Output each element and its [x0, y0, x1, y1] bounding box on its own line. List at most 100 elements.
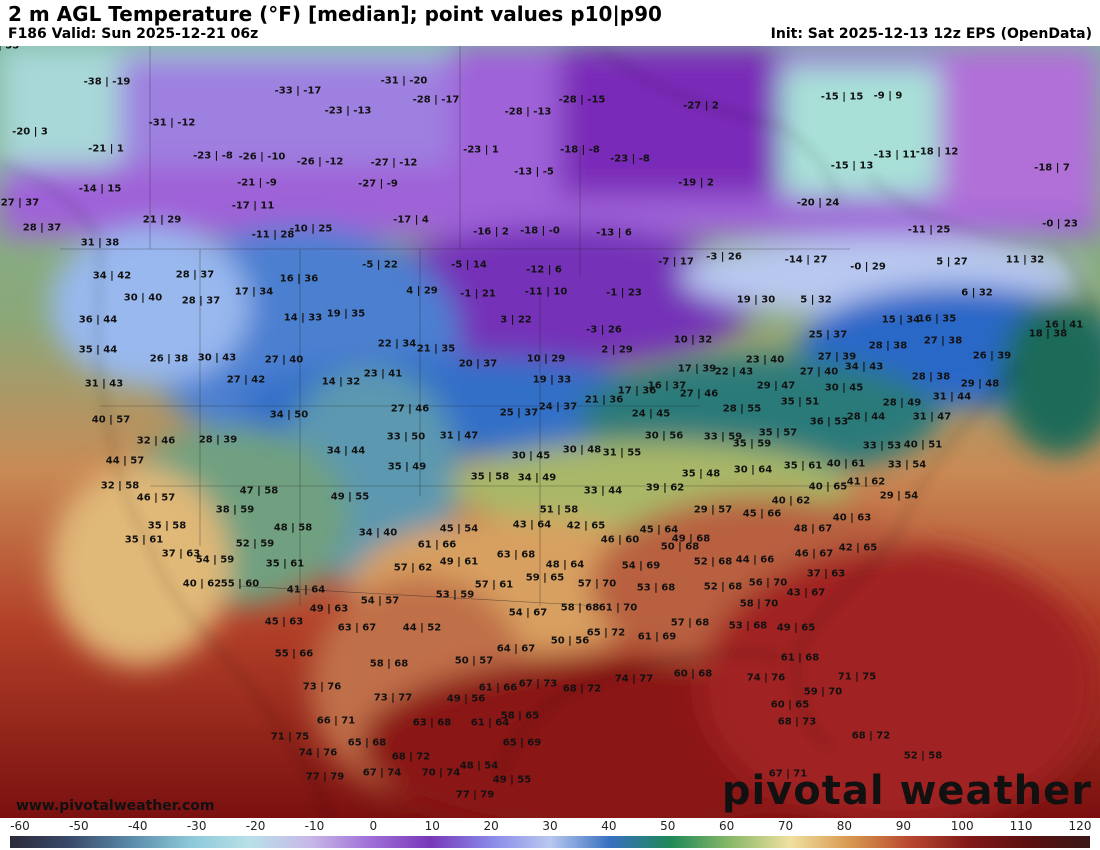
temperature-map: -38 | -19 -33 | -17 -31 | -20 -28 | -17 -23 …: [0, 46, 1100, 818]
point-value-label: -18 | 12: [915, 146, 959, 158]
point-value-label: 14 | 33: [283, 312, 323, 324]
point-value-label: 74 | 77: [614, 673, 654, 685]
point-value-label: 49 | 63: [309, 603, 349, 615]
point-value-label: 49 | 68: [671, 533, 711, 545]
point-value-label: 50 | 57: [454, 655, 494, 667]
point-value-label: -23 | -8: [610, 153, 650, 165]
point-value-label: 52 | 59: [235, 538, 275, 550]
colorbar-tick-label: 10: [424, 819, 440, 833]
point-value-label: -28 | -15: [558, 94, 606, 106]
point-value-label: 52 | 68: [693, 556, 733, 568]
point-value-label: 29 | 57: [693, 504, 733, 516]
point-value-label: 59 | 70: [803, 686, 843, 698]
point-value-label: 30 | 48: [562, 444, 602, 456]
point-value-label: 37 | 63: [161, 548, 201, 560]
point-value-label: 55 | 66: [274, 648, 314, 660]
point-value-label: 31 | 55: [602, 447, 642, 459]
point-value-label: 28 | 39: [198, 434, 238, 446]
colorbar-tick-label: 40: [601, 819, 617, 833]
point-value-label: 16 | 35: [917, 313, 957, 325]
point-value-label: 58 | 68: [369, 658, 409, 670]
point-value-label: 27 | 46: [390, 403, 430, 415]
point-value-label: 29 | 47: [756, 380, 796, 392]
point-value-label: 17 | 36: [617, 385, 657, 397]
point-value-label: 27 | 38: [923, 335, 963, 347]
point-value-label: 28 | 38: [911, 371, 951, 383]
point-value-label: 68 | 73: [777, 716, 817, 728]
point-value-label: 37 | 63: [806, 568, 846, 580]
point-value-label: 35 | 51: [780, 396, 820, 408]
point-value-label: -20 | 24: [796, 197, 840, 209]
point-value-label: 33 | 53: [862, 440, 902, 452]
source-url: www.pivotalweather.com: [16, 798, 215, 814]
point-value-label: 54 | 57: [360, 595, 400, 607]
point-value-label: -17 | 4: [393, 214, 429, 226]
point-value-label: -27 | -12: [370, 157, 418, 169]
point-value-label: 33 | 50: [386, 431, 426, 443]
point-value-label: 65 | 68: [347, 737, 387, 749]
point-value-label: 53 | 68: [728, 620, 768, 632]
colorbar-tick-label: 0: [369, 819, 378, 833]
point-value-label: -11 | 10: [524, 286, 568, 298]
point-value-label: 47 | 58: [239, 485, 279, 497]
point-value-label: 50 | 68: [660, 541, 700, 553]
point-value-label: 45 | 54: [439, 523, 479, 535]
point-value-label: 28 | 38: [868, 340, 908, 352]
point-value-label: 52 | 68: [703, 581, 743, 593]
point-value-label: 68 | 72: [562, 683, 602, 695]
point-value-label: 65 | 72: [586, 627, 626, 639]
point-value-label: 33 | 54: [887, 459, 927, 471]
point-value-label: -23 | -8: [193, 150, 233, 162]
point-value-label: 10 | 32: [673, 334, 713, 346]
point-value-label: 36 | 53: [809, 416, 849, 428]
point-value-label: -10 | 25: [289, 223, 333, 235]
point-value-label: 74 | 76: [746, 672, 786, 684]
point-value-label: -3 | 26: [586, 324, 622, 336]
point-value-label: 60 | 68: [673, 668, 713, 680]
point-value-label: 64 | 67: [496, 643, 536, 655]
point-value-label: 46 | 60: [600, 534, 640, 546]
point-value-label: -13 | -5: [514, 166, 554, 178]
point-value-label: 36 | 44: [78, 314, 118, 326]
point-value-label: 23 | 40: [745, 354, 785, 366]
point-value-label: 52 | 58: [903, 750, 943, 762]
point-value-label: 44 | 57: [105, 455, 145, 467]
point-value-label: 45 | 63: [264, 616, 304, 628]
point-value-label: -28 | -13: [504, 106, 552, 118]
point-value-label: -3 | 26: [706, 251, 742, 263]
point-value-label: -23 | -13: [324, 105, 372, 117]
point-value-label: 34 | 44: [326, 445, 366, 457]
point-value-label: -23 | 1: [463, 144, 499, 156]
point-value-label: -18 | 7: [1034, 162, 1070, 174]
point-value-label: 53 | 59: [435, 589, 475, 601]
point-value-label: 48 | 54: [459, 760, 499, 772]
colorbar-gradient: [10, 836, 1090, 848]
point-value-label: 63 | 68: [496, 549, 536, 561]
point-value-label: 16 | 37: [647, 380, 687, 392]
point-value-label: 77 | 79: [455, 789, 495, 801]
valid-time: F186 Valid: Sun 2025-12-21 06z: [8, 26, 259, 42]
point-value-label: 61 | 68: [780, 652, 820, 664]
point-value-label: 27 | 40: [799, 366, 839, 378]
point-value-label: 35 | 58: [147, 520, 187, 532]
point-value-label: 55 | 60: [220, 578, 260, 590]
colorbar-tick-label: 70: [777, 819, 794, 833]
point-value-label: 14 | 32: [321, 376, 361, 388]
point-value-label: -1 | 21: [460, 288, 496, 300]
point-value-label: 2 | 29: [601, 344, 633, 356]
point-value-label: 4 | 29: [406, 285, 438, 297]
point-value-label: 34 | 49: [517, 472, 557, 484]
point-value-label: 77 | 79: [305, 771, 345, 783]
point-value-label: -28 | -17: [412, 94, 460, 106]
point-value-label: 50 | 55: [0, 46, 20, 52]
colorbar-fill: [10, 836, 1090, 848]
colorbar-tick-label: -10: [304, 819, 325, 833]
temperature-field: [0, 46, 1100, 818]
point-value-label: 5 | 27: [936, 256, 968, 268]
point-value-label: 42 | 65: [838, 542, 878, 554]
point-value-label: 60 | 65: [770, 699, 810, 711]
init-time: Init: Sat 2025-12-13 12z EPS (OpenData): [770, 26, 1092, 42]
point-value-label: 30 | 40: [123, 292, 163, 304]
point-value-label: 28 | 37: [181, 295, 221, 307]
colorbar-tick-label: 110: [1009, 819, 1033, 833]
